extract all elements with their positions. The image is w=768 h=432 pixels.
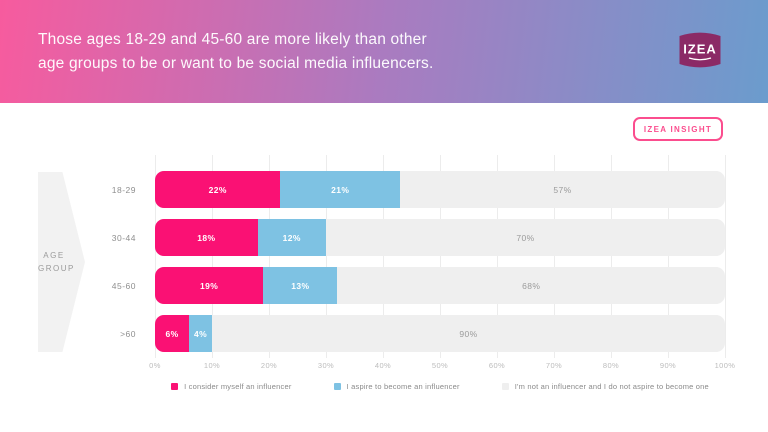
bar-value-label: 4%: [194, 328, 208, 339]
legend-item: I consider myself an influencer: [171, 382, 292, 391]
headline-line-1: Those ages 18-29 and 45-60 are more like…: [38, 31, 427, 48]
bar-segment-3: 68%: [337, 267, 725, 304]
x-tick-label: 70%: [545, 361, 563, 370]
bar-segment-3: 57%: [400, 171, 725, 208]
bar-value-label: 19%: [200, 280, 219, 291]
grid-line: [155, 155, 156, 358]
bar-value-label: 70%: [516, 232, 535, 243]
grid-line: [383, 155, 384, 358]
x-tick-label: 20%: [260, 361, 278, 370]
headline: Those ages 18-29 and 45-60 are more like…: [38, 28, 433, 75]
x-tick-label: 100%: [714, 361, 736, 370]
legend-item: I aspire to become an influencer: [333, 381, 460, 391]
grid-line: [554, 155, 555, 358]
legend-item: I'm not an influencer and I do not aspir…: [501, 381, 709, 391]
x-tick-label: 90%: [659, 361, 677, 370]
bar-segment-1: 19%: [155, 267, 264, 304]
age-group-arrow: AGE GROUP: [38, 172, 85, 352]
bar-row: 6% 4% 90%: [155, 315, 725, 352]
bar-value-label: 21%: [331, 184, 350, 195]
legend-label: I consider myself an influencer: [184, 381, 292, 391]
grid-line: [440, 155, 441, 358]
bar-value-label: 13%: [291, 280, 310, 291]
bar-segment-1: 22%: [155, 171, 281, 208]
age-group-label: 45-60: [111, 280, 136, 291]
x-tick-label: 30%: [317, 361, 335, 370]
bar-segment-3: 70%: [325, 219, 725, 256]
grid-line: [497, 155, 498, 358]
bar-segment-3: 90%: [211, 315, 725, 352]
hero-header: Those ages 18-29 and 45-60 are more like…: [0, 0, 768, 103]
x-tick-label: 10%: [203, 361, 221, 370]
izea-insight-badge: IZEA INSIGHT: [633, 117, 723, 141]
bar-value-label: 6%: [165, 328, 179, 339]
grid-line: [269, 155, 270, 358]
bar-value-label: 57%: [553, 184, 572, 195]
bar-segment-2: 12%: [257, 219, 326, 256]
x-tick-label: 40%: [374, 361, 392, 370]
izea-logo-text: IZEA: [683, 42, 717, 57]
izea-logo-icon: IZEA: [679, 32, 721, 68]
bar-value-label: 12%: [282, 232, 301, 243]
legend-label: I aspire to become an influencer: [346, 381, 460, 391]
legend-swatch-icon: [333, 382, 341, 390]
bar-segment-2: 4%: [189, 315, 212, 352]
bar-row: 22% 21% 57%: [155, 171, 725, 208]
bar-row: 19% 13% 68%: [155, 267, 725, 304]
legend-label: I'm not an influencer and I do not aspir…: [514, 381, 709, 391]
bar-row: 18% 12% 70%: [155, 219, 725, 256]
grid-line: [326, 155, 327, 358]
bar-segment-2: 13%: [263, 267, 338, 304]
y-axis-title: AGE GROUP: [38, 251, 75, 273]
bar-value-label: 18%: [197, 232, 216, 243]
bar-segment-2: 21%: [280, 171, 401, 208]
age-group-label: 30-44: [111, 232, 136, 243]
grid-line: [212, 155, 213, 358]
x-tick-label: 80%: [602, 361, 620, 370]
legend-swatch-icon: [501, 382, 509, 390]
age-group-label: >60: [120, 328, 136, 339]
bar-value-label: 90%: [459, 328, 478, 339]
bar-segment-1: 6%: [155, 315, 190, 352]
x-tick-label: 60%: [488, 361, 506, 370]
legend-swatch-icon: [171, 382, 179, 390]
x-tick-label: 0%: [149, 361, 161, 370]
legend: I consider myself an influencer I aspire …: [155, 379, 725, 393]
grid-line: [668, 155, 669, 358]
bar-value-label: 68%: [522, 280, 541, 291]
headline-line-2: age groups to be or want to be social me…: [38, 54, 434, 72]
grid-line: [725, 155, 726, 358]
x-tick-label: 50%: [431, 361, 449, 370]
bar-segment-1: 18%: [155, 219, 258, 256]
grid-line: [611, 155, 612, 358]
age-group-label: 18-29: [111, 184, 136, 195]
bar-value-label: 22%: [208, 184, 227, 195]
